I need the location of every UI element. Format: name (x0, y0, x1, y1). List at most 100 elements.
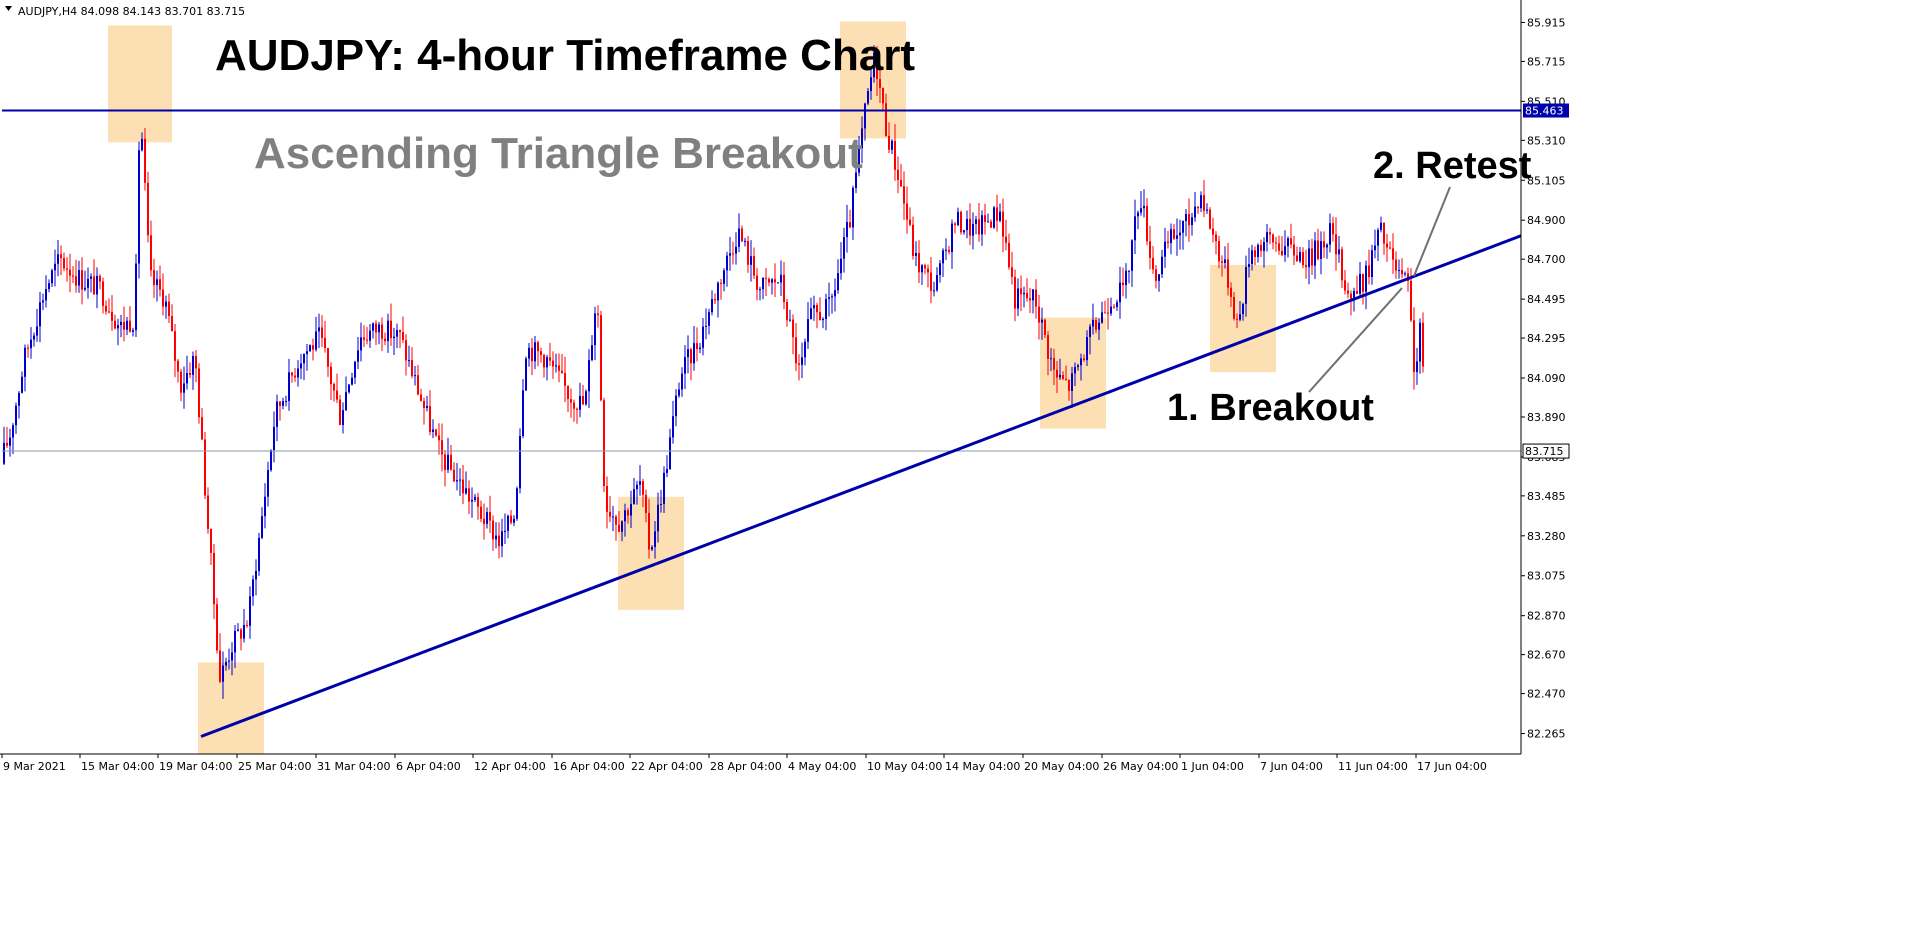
candle-body (750, 256, 752, 265)
candle-body (843, 237, 845, 259)
candle-body (570, 399, 572, 403)
candle-body (1083, 358, 1085, 361)
candle-body (336, 390, 338, 400)
candle-body (1017, 288, 1019, 309)
candle-body (183, 383, 185, 393)
candle-body (159, 279, 161, 290)
candle-body (771, 279, 773, 283)
candle-body (1194, 206, 1196, 218)
candle-body (1041, 319, 1043, 323)
candle-body (900, 179, 902, 187)
candle-body (963, 230, 965, 233)
chart-title: AUDJPY: 4-hour Timeframe Chart (215, 31, 915, 80)
candle-body (579, 395, 581, 410)
candle-body (645, 494, 647, 514)
symbol-dropdown-icon[interactable] (5, 6, 12, 11)
candle-body (546, 357, 548, 368)
breakout-annotation: 1. Breakout (1167, 387, 1374, 429)
candle-body (693, 343, 695, 364)
candle-body (909, 219, 911, 225)
candle-body (516, 488, 518, 519)
candle-body (975, 219, 977, 224)
candle-body (351, 377, 353, 385)
candle-body (678, 389, 680, 396)
highlight-zones (108, 21, 1276, 754)
candle-body (519, 436, 521, 489)
candle-body (1386, 243, 1388, 248)
candle-body (1302, 252, 1304, 266)
candle-body (294, 375, 296, 378)
candle-body (1182, 221, 1184, 233)
candle-body (252, 579, 254, 597)
candle-body (417, 375, 419, 395)
candle-body (1170, 229, 1172, 244)
candle-body (168, 301, 170, 317)
candle-body (1077, 365, 1079, 368)
candle-body (468, 488, 470, 502)
candle-body (927, 268, 929, 273)
candle-body (96, 275, 98, 295)
chart-subtitle: Ascending Triangle Breakout (254, 129, 863, 178)
candle-body (1173, 229, 1175, 239)
candle-body (1128, 270, 1130, 272)
y-tick-label: 83.075 (1527, 570, 1566, 583)
candle-body (1152, 257, 1154, 270)
x-tick-label: 20 May 04:00 (1024, 760, 1099, 773)
candle-body (483, 518, 485, 524)
candle-body (144, 138, 146, 183)
candle-body (834, 290, 836, 297)
candle-body (171, 316, 173, 332)
candle-body (1263, 242, 1265, 251)
candle-body (243, 625, 245, 639)
candle-body (465, 488, 467, 494)
candle-body (147, 182, 149, 236)
candle-body (105, 305, 107, 312)
candle-body (654, 531, 656, 548)
candle-body (423, 400, 425, 408)
candle-body (1398, 270, 1400, 272)
candle-body (1419, 322, 1421, 362)
candle-body (669, 437, 671, 470)
candle-body (1248, 264, 1250, 268)
candle-body (1074, 367, 1076, 374)
y-tick-label: 84.700 (1527, 253, 1566, 266)
x-tick-label: 28 Apr 04:00 (710, 760, 782, 773)
candle-body (234, 630, 236, 653)
chart-lines (2, 109, 1522, 738)
candle-body (132, 330, 134, 332)
candle-body (621, 521, 623, 532)
candle-body (1140, 208, 1142, 213)
candle-body (1068, 379, 1070, 391)
candle-body (786, 302, 788, 321)
candle-body (885, 103, 887, 136)
candle-body (978, 219, 980, 235)
candle-body (918, 252, 920, 273)
candle-body (1107, 312, 1109, 314)
candle-body (999, 211, 1001, 221)
candle-body (1026, 292, 1028, 299)
x-tick-label: 11 Jun 04:00 (1338, 760, 1408, 773)
highlight-zone (840, 21, 906, 139)
candle-body (51, 270, 53, 284)
candle-body (1335, 234, 1337, 255)
candle-body (1368, 265, 1370, 277)
x-tick-label: 16 Apr 04:00 (553, 760, 625, 773)
candle-body (249, 596, 251, 626)
candle-body (951, 223, 953, 252)
candle-body (81, 270, 83, 290)
candle-body (915, 252, 917, 256)
candle-body (1320, 241, 1322, 259)
candle-body (1056, 369, 1058, 378)
candle-body (282, 401, 284, 406)
candle-body (324, 337, 326, 349)
candle-body (123, 321, 125, 330)
candle-body (1251, 250, 1253, 265)
candle-body (924, 265, 926, 269)
candle-body (456, 480, 458, 482)
candle-body (1233, 297, 1235, 319)
candle-body (1014, 276, 1016, 309)
candle-body (303, 354, 305, 364)
candle-body (681, 373, 683, 390)
candle-body (1350, 293, 1352, 299)
candle-body (606, 486, 608, 512)
